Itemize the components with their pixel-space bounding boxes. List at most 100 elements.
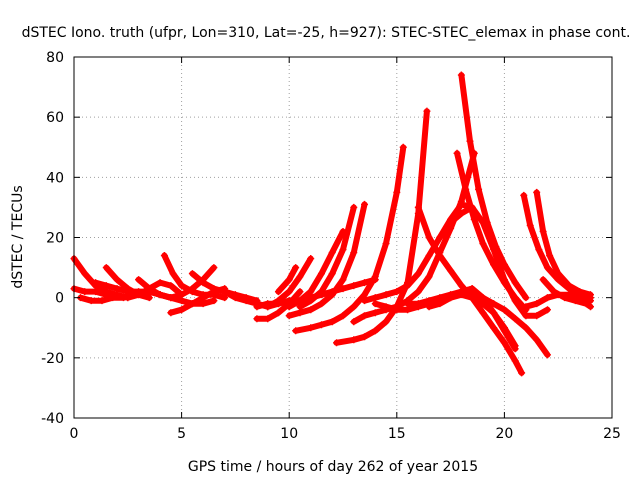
data-point	[371, 294, 379, 302]
x-tick-label: 10	[280, 426, 298, 442]
data-point	[404, 306, 412, 314]
data-point	[490, 324, 498, 332]
data-point	[511, 345, 519, 353]
data-point	[475, 185, 483, 193]
chart-title: dSTEC Iono. truth (ufpr, Lon=310, Lat=-2…	[22, 25, 631, 41]
data-point	[500, 276, 508, 284]
data-point	[447, 267, 455, 275]
data-point	[135, 291, 143, 299]
data-point	[447, 294, 455, 302]
data-point	[167, 294, 175, 302]
data-point	[307, 324, 315, 332]
data-point	[156, 291, 164, 299]
data-point	[178, 306, 186, 314]
data-point	[160, 252, 168, 260]
data-point	[535, 246, 543, 254]
data-point	[518, 369, 526, 377]
data-point	[479, 294, 487, 302]
data-point	[285, 303, 293, 311]
data-point	[522, 294, 530, 302]
data-point	[361, 297, 369, 305]
data-point	[453, 149, 461, 157]
series-line	[458, 72, 529, 301]
data-point	[350, 282, 358, 290]
y-axis-label: dSTEC / TECUs	[10, 185, 26, 288]
series-line	[520, 192, 594, 301]
data-point	[468, 203, 476, 211]
data-point	[462, 185, 470, 193]
data-layer	[70, 71, 594, 377]
x-tick-label: 0	[70, 426, 79, 442]
data-point	[393, 288, 401, 296]
data-point	[393, 306, 401, 314]
data-point	[317, 270, 325, 278]
data-point	[543, 294, 551, 302]
plot-frame	[73, 56, 613, 419]
data-point	[92, 279, 100, 287]
data-point	[500, 339, 508, 347]
y-tick-label: -20	[41, 351, 64, 367]
series-line	[297, 204, 357, 310]
data-point	[296, 297, 304, 305]
data-point	[371, 309, 379, 317]
data-point	[479, 218, 487, 226]
x-tick-label: 25	[603, 426, 621, 442]
data-point	[361, 279, 369, 287]
data-point	[113, 285, 121, 293]
series-17	[285, 227, 347, 311]
data-point	[520, 191, 528, 199]
data-point	[522, 312, 530, 320]
data-point	[371, 273, 379, 281]
data-point	[178, 291, 186, 299]
data-point	[522, 324, 530, 332]
data-point	[350, 318, 358, 326]
data-point	[576, 288, 584, 296]
data-point	[296, 303, 304, 311]
data-point	[102, 264, 110, 272]
data-point	[533, 300, 541, 308]
data-point	[511, 279, 519, 287]
x-tick-label: 20	[495, 426, 513, 442]
data-point	[382, 240, 390, 248]
data-point	[447, 215, 455, 223]
data-point	[550, 288, 558, 296]
data-point	[479, 240, 487, 248]
data-point	[490, 309, 498, 317]
data-point	[468, 288, 476, 296]
data-point	[546, 252, 554, 260]
data-point	[167, 309, 175, 317]
data-point	[436, 234, 444, 241]
data-point	[522, 303, 530, 311]
series-33	[533, 188, 594, 299]
y-tick-label: 40	[46, 170, 64, 186]
data-point	[399, 143, 407, 151]
series-26	[414, 203, 526, 377]
data-point	[274, 300, 282, 308]
data-point	[371, 300, 379, 308]
data-point	[285, 312, 293, 320]
data-point	[350, 336, 358, 344]
data-point	[543, 264, 551, 272]
data-point	[414, 203, 422, 211]
data-point	[328, 249, 336, 257]
data-point	[425, 234, 433, 241]
data-point	[199, 294, 207, 302]
axes: 0 5 10 15 20 25 -40 -20 0 20 40 60 80	[41, 50, 621, 442]
data-point	[457, 288, 465, 296]
data-point	[124, 285, 132, 293]
data-point	[425, 273, 433, 281]
data-point	[296, 309, 304, 317]
data-point	[221, 288, 229, 296]
data-point	[404, 282, 412, 290]
data-point	[307, 306, 315, 314]
data-point	[124, 294, 132, 302]
data-point	[98, 297, 106, 305]
data-point	[539, 227, 547, 235]
series-30	[468, 288, 551, 359]
data-point	[436, 252, 444, 260]
data-point	[167, 282, 175, 290]
data-point	[285, 297, 293, 305]
data-point	[382, 303, 390, 311]
